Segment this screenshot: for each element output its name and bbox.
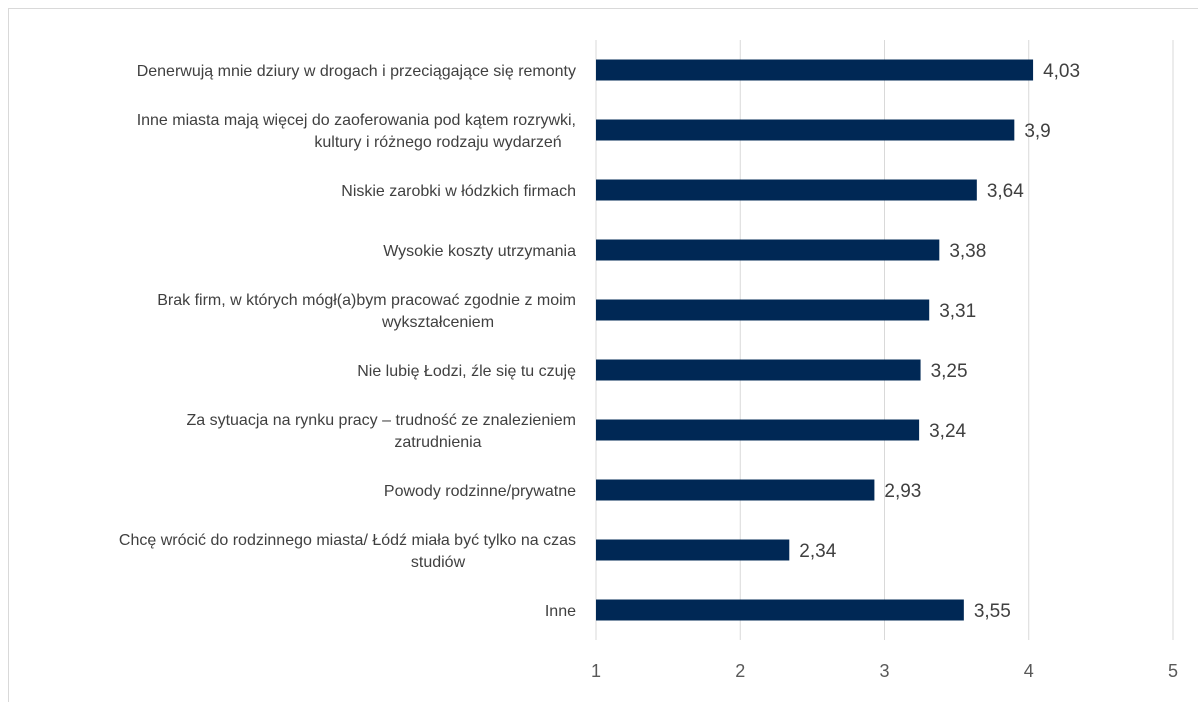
category-label: wykształceniem bbox=[381, 314, 494, 331]
x-tick-label: 4 bbox=[1024, 661, 1034, 681]
category-label: Za sytuacja na rynku pracy – trudność ze… bbox=[186, 412, 576, 429]
bar bbox=[596, 59, 1034, 81]
bar bbox=[596, 359, 921, 381]
chart-frame bbox=[8, 8, 1198, 702]
x-tick-label: 1 bbox=[591, 661, 601, 681]
data-label: 4,03 bbox=[1043, 61, 1080, 82]
data-label: 3,9 bbox=[1024, 121, 1050, 142]
data-label: 3,38 bbox=[949, 241, 986, 262]
data-label: 3,64 bbox=[987, 181, 1024, 202]
x-tick-label: 3 bbox=[879, 661, 889, 681]
category-label: Brak firm, w których mógł(a)bym pracować… bbox=[157, 292, 576, 309]
bar bbox=[596, 479, 875, 501]
data-label: 3,31 bbox=[939, 301, 976, 322]
data-label: 3,55 bbox=[974, 601, 1011, 622]
category-label: studiów bbox=[411, 554, 466, 571]
data-label: 3,24 bbox=[929, 421, 966, 442]
category-label: Denerwują mnie dziury w drogach i przeci… bbox=[137, 63, 576, 80]
bar bbox=[596, 419, 920, 441]
category-label: zatrudnienia bbox=[394, 434, 481, 451]
category-label: Chcę wrócić do rodzinnego miasta/ Łódź m… bbox=[119, 532, 576, 549]
category-label: kultury i różnego rodzaju wydarzeń bbox=[314, 134, 561, 151]
data-label: 2,34 bbox=[799, 541, 836, 562]
bar bbox=[596, 599, 964, 621]
x-tick-label: 2 bbox=[735, 661, 745, 681]
category-label: Inne bbox=[545, 603, 576, 620]
bar bbox=[596, 119, 1015, 141]
category-label: Nie lubię Łodzi, źle się tu czuję bbox=[357, 363, 576, 380]
bar bbox=[596, 179, 977, 201]
data-label: 2,93 bbox=[884, 481, 921, 502]
category-label: Wysokie koszty utrzymania bbox=[383, 243, 576, 260]
bar bbox=[596, 239, 940, 261]
bar bbox=[596, 299, 930, 321]
data-label: 3,25 bbox=[931, 361, 968, 382]
category-label: Powody rodzinne/prywatne bbox=[384, 483, 576, 500]
category-label: Inne miasta mają więcej do zaoferowania … bbox=[137, 112, 576, 129]
bar bbox=[596, 539, 790, 561]
x-tick-label: 5 bbox=[1168, 661, 1178, 681]
category-label: Niskie zarobki w łódzkich firmach bbox=[341, 183, 576, 200]
